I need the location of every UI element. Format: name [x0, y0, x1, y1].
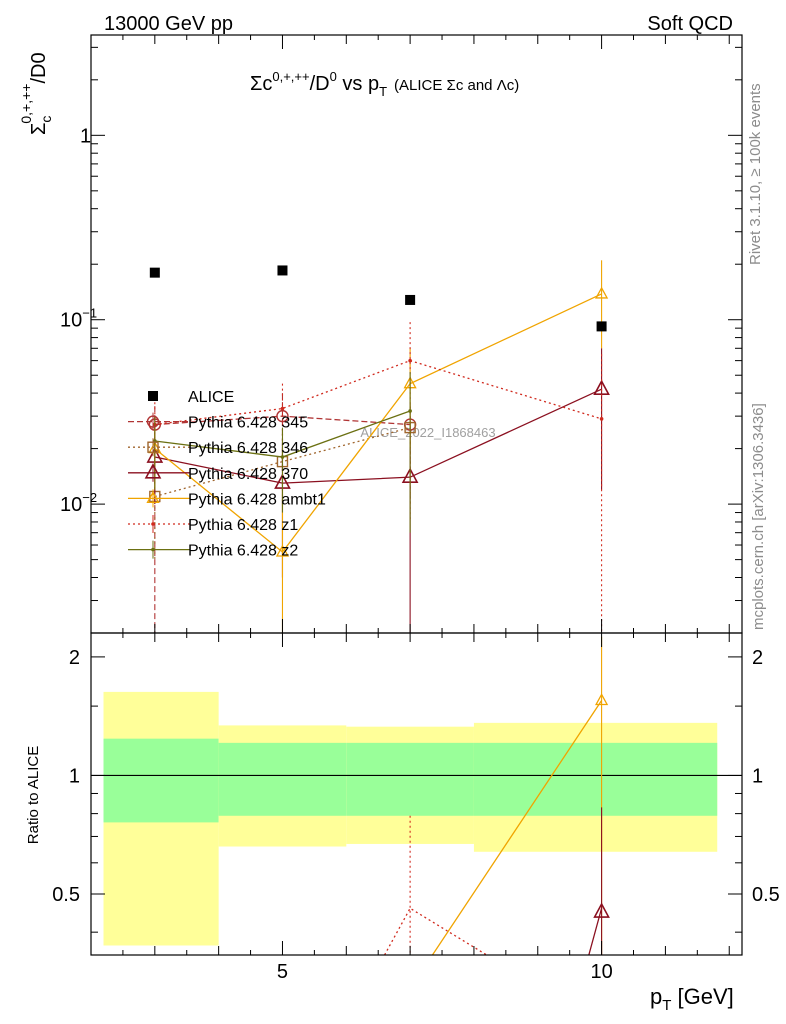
point-ambt1 — [275, 544, 290, 557]
ratio-line-p370 — [588, 908, 603, 955]
legend-label: Pythia 6.428 ambt1 — [188, 491, 326, 508]
ratio-axes: 0.5 0.5 1 1 2 2 5 10 — [52, 633, 780, 983]
ratio-y-tick-label-right: 0.5 — [752, 884, 780, 906]
watermark: ALICE_2022_I1868463 — [360, 425, 495, 440]
data-point-alice — [149, 267, 160, 278]
mcplots-label: mcplots.cern.ch [arXiv:1306.3436] — [750, 403, 767, 630]
title-mid: /D — [310, 73, 330, 95]
legend-label: ALICE — [188, 389, 234, 406]
ylabel-sub: c — [38, 116, 54, 123]
ylabel-main: Σ — [28, 123, 50, 135]
ratio-line-ambt1 — [431, 700, 603, 955]
data-point-alice — [277, 265, 288, 276]
y-tick-label: 1 — [80, 125, 91, 147]
main-axes: 10−210−11 — [60, 35, 742, 634]
legend-marker-z2 — [151, 547, 155, 552]
point-z2 — [408, 409, 412, 413]
ratio-y-tick-label-left: 1 — [69, 765, 80, 787]
y-tick-base: 10 — [60, 310, 82, 332]
title-vs: vs p — [337, 73, 379, 95]
legend-marker-p370 — [144, 463, 162, 479]
title-paren: (ALICE Σc and Λc) — [394, 77, 519, 94]
legend-label: Pythia 6.428 370 — [188, 466, 308, 483]
series-line-ambt1 — [154, 293, 602, 553]
xlabel-sub: T — [662, 997, 671, 1014]
ratio-content — [91, 636, 742, 955]
data-point-alice — [596, 321, 607, 332]
ratio-band-inner — [218, 742, 347, 816]
xlabel: pT [GeV] — [650, 984, 734, 1014]
point-p370 — [593, 379, 610, 395]
x-tick-label: 5 — [277, 961, 288, 983]
title-pre: Σc — [250, 73, 272, 95]
xlabel-tail: [GeV] — [671, 984, 733, 1009]
y-tick-base: 10 — [60, 494, 82, 516]
ratio-y-tick-label-left: 0.5 — [52, 884, 80, 906]
data-point-alice — [405, 294, 416, 305]
y-tick-base: 1 — [80, 125, 91, 147]
y-tick-exp: −1 — [82, 306, 97, 321]
ratio-point-ambt1 — [594, 693, 609, 706]
ratio-y-tick-label-left: 2 — [69, 647, 80, 669]
ratio-y-tick-label-right: 2 — [752, 647, 763, 669]
ratio-band-inner — [103, 738, 219, 823]
main-content — [146, 260, 610, 633]
series-line-z1 — [154, 359, 602, 426]
ratio-ylabel: Ratio to ALICE — [25, 746, 42, 844]
legend-marker-p346 — [147, 441, 159, 453]
xlabel-main: p — [650, 984, 662, 1009]
y-tick-exp: −2 — [82, 490, 97, 505]
y-tick-label: 10−2 — [60, 490, 97, 516]
legend-marker-ambt1 — [146, 491, 160, 504]
y-tick-label: 10−1 — [60, 306, 97, 332]
legend-marker-p345 — [146, 415, 160, 428]
legend-label: Pythia 6.428 z1 — [188, 517, 298, 534]
main-ylabel: Σc 0,+,++/D0 — [18, 52, 54, 135]
ratio-line-z1 — [384, 907, 488, 955]
ratio-panel: 0.5 0.5 1 1 2 2 5 10 — [52, 632, 780, 983]
ratio-point-p370 — [593, 902, 610, 918]
plot-title: Σc0,+,++/D0 vs pT (ALICE Σc and Λc) — [250, 69, 519, 99]
series-line-p370 — [154, 388, 602, 484]
title-sup1: 0,+,++ — [272, 69, 309, 84]
ratio-y-tick-label-right: 1 — [752, 765, 763, 787]
legend: ALICE Pythia 6.428 345 Pythia 6.428 346 Pyt… — [128, 389, 326, 560]
ylabel-tail: /D0 — [28, 52, 50, 83]
point-z1 — [408, 358, 412, 363]
point-z1 — [599, 417, 604, 421]
legend-marker-z1 — [151, 522, 155, 526]
legend-label: Pythia 6.428 345 — [188, 415, 308, 432]
legend-marker-alice — [148, 391, 158, 401]
svg-text:Σc0,+,++/D0: Σc 0,+,++/D0 — [18, 52, 54, 135]
title-sup2: 0 — [330, 69, 337, 84]
header-right: Soft QCD — [647, 13, 733, 35]
ylabel-sup: 0,+,++ — [18, 84, 34, 124]
title-sub: T — [379, 84, 387, 99]
point-z1 — [280, 406, 285, 411]
legend-label: Pythia 6.428 z2 — [188, 543, 298, 560]
ratio-band-inner — [473, 742, 718, 816]
x-tick-label: 10 — [590, 961, 612, 983]
point-z2 — [280, 455, 285, 459]
rivet-label: Rivet 3.1.10, ≥ 100k events — [747, 83, 764, 265]
point-ambt1 — [594, 286, 609, 299]
ratio-band-inner — [346, 742, 474, 816]
legend-label: Pythia 6.428 346 — [188, 440, 308, 457]
ratio-frame — [90, 632, 743, 956]
main-panel: ALICE_2022_I1868463 10−210−11 — [60, 34, 743, 634]
header-left: 13000 GeV pp — [104, 13, 233, 35]
